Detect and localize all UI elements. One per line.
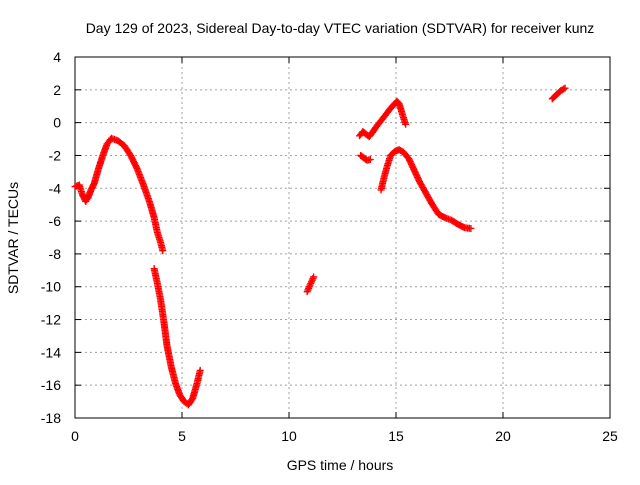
data-point bbox=[159, 247, 167, 255]
y-tick-label: -14 bbox=[41, 344, 61, 360]
chart-title: Day 129 of 2023, Sidereal Day-to-day VTE… bbox=[86, 20, 595, 36]
x-tick-label: 5 bbox=[178, 428, 186, 444]
y-tick-label: 0 bbox=[53, 115, 61, 131]
axis-ticks bbox=[74, 56, 611, 419]
data-point bbox=[366, 156, 374, 164]
plot-border bbox=[74, 56, 611, 419]
series-segment-1 bbox=[71, 134, 167, 255]
series-segment-6 bbox=[377, 146, 475, 232]
data-point bbox=[196, 366, 204, 374]
y-axis-title: SDTVAR / TECUs bbox=[5, 182, 21, 294]
y-tick-label: -8 bbox=[49, 246, 62, 262]
data-point bbox=[561, 84, 569, 92]
series-segment-7 bbox=[548, 84, 569, 103]
grid bbox=[75, 57, 610, 418]
series-segment-4 bbox=[356, 97, 410, 141]
x-tick-label: 15 bbox=[388, 428, 404, 444]
series-segment-2 bbox=[150, 265, 204, 409]
data-points bbox=[71, 84, 569, 409]
y-tick-label: -6 bbox=[49, 213, 62, 229]
y-tick-label: -18 bbox=[41, 410, 61, 426]
series-segment-3 bbox=[303, 273, 318, 296]
x-tick-label: 25 bbox=[602, 428, 618, 444]
plot-frame bbox=[74, 56, 611, 419]
x-tick-label: 20 bbox=[495, 428, 511, 444]
y-tick-label: -2 bbox=[49, 147, 62, 163]
y-tick-label: 2 bbox=[53, 82, 61, 98]
data-point bbox=[560, 85, 568, 93]
x-tick-label: 10 bbox=[281, 428, 297, 444]
y-tick-label: -10 bbox=[41, 279, 61, 295]
y-tick-label: -16 bbox=[41, 377, 61, 393]
y-tick-labels: -18 -16 -14 -12 -10 -8 -6 -4 -2 0 2 4 bbox=[41, 49, 61, 426]
data-point bbox=[467, 224, 475, 232]
data-point bbox=[310, 273, 318, 281]
y-tick-label: -12 bbox=[41, 312, 61, 328]
y-tick-label: -4 bbox=[49, 180, 62, 196]
x-tick-label: 0 bbox=[71, 428, 79, 444]
x-axis-title: GPS time / hours bbox=[287, 457, 394, 473]
series-segment-5 bbox=[357, 151, 374, 164]
x-tick-labels: 0 5 10 15 20 25 bbox=[71, 428, 618, 444]
data-point bbox=[402, 120, 410, 128]
y-tick-label: 4 bbox=[53, 49, 61, 65]
